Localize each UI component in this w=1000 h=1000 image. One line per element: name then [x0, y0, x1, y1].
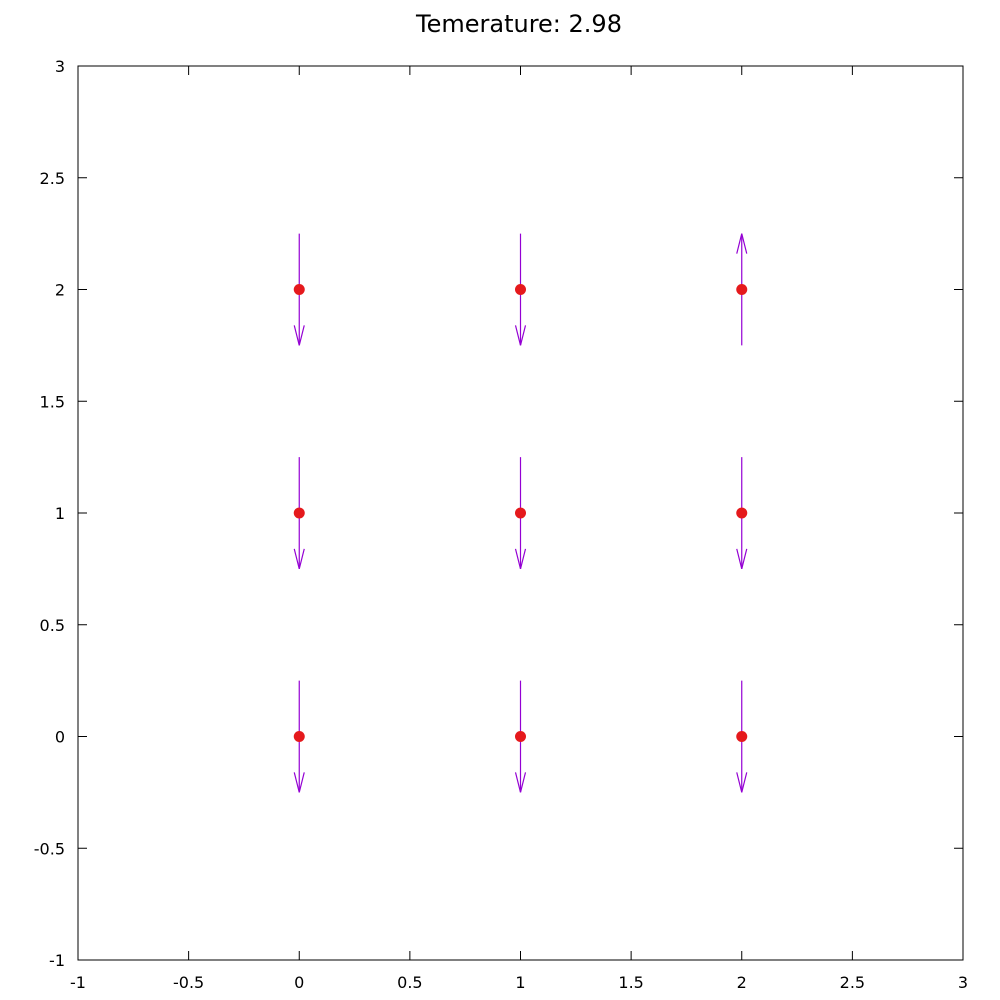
x-tick-label: 2 — [737, 973, 747, 992]
lattice-point — [515, 284, 526, 295]
lattice-point — [515, 731, 526, 742]
x-tick-label: 1.5 — [618, 973, 643, 992]
lattice-point — [736, 507, 748, 519]
x-tick-label: 0 — [294, 973, 304, 992]
y-tick-label: 2 — [55, 281, 65, 300]
lattice-point — [736, 284, 748, 295]
lattice-point — [293, 284, 305, 295]
y-tick-label: -0.5 — [34, 839, 65, 858]
y-tick-label: -1 — [49, 951, 65, 970]
axis-ticks: -1 -0.5 0 0.5 1 1.5 2 2.5 3 -1 -0.5 0 0.5 1 1.5 2 2.5 3 — [34, 57, 968, 992]
lattice-points — [293, 284, 748, 742]
x-tick-label: -0.5 — [173, 973, 204, 992]
y-tick-label: 2.5 — [40, 169, 65, 188]
y-tick-label: 1.5 — [40, 392, 65, 411]
lattice-point — [293, 507, 305, 519]
y-tick-label: 3 — [55, 57, 65, 76]
lattice-point — [736, 731, 748, 742]
y-tick-label: 1 — [55, 504, 65, 523]
y-tick-label: 0 — [55, 728, 65, 747]
y-tick-label: 0.5 — [40, 616, 65, 635]
x-tick-label: 2.5 — [840, 973, 865, 992]
chart-title: Temerature: 2.98 — [415, 10, 622, 38]
x-tick-label: -1 — [70, 973, 86, 992]
x-tick-label: 0.5 — [397, 973, 422, 992]
x-tick-label: 3 — [958, 973, 968, 992]
x-tick-label: 1 — [515, 973, 525, 992]
lattice-point — [293, 731, 305, 742]
lattice-point — [515, 507, 526, 519]
